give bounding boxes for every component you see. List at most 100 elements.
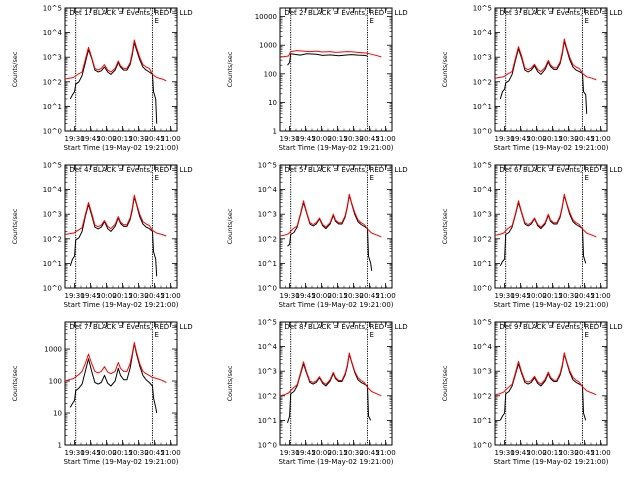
x-axis-label: Start Time (19-May-02 19:21:00): [63, 458, 178, 466]
y-tick-label: 10^4: [43, 186, 63, 194]
plot-frame: [64, 7, 178, 132]
y-tick-label: 100: [49, 378, 62, 386]
y-tick-label: 10^4: [473, 29, 493, 37]
y-tick-label: 10^5: [258, 162, 277, 170]
x-tick-label: 20:15: [113, 449, 133, 457]
y-tick-label: 10^1: [258, 417, 277, 425]
y-tick-label: 10^2: [473, 392, 492, 400]
x-tick-label: 20:30: [559, 449, 579, 457]
x-tick-label: 20:45: [360, 135, 380, 143]
chart-panel: Det 8: BLACK = Events, RED = LLD 10^0 10^1…: [226, 319, 408, 467]
x-tick-label: 20:30: [344, 135, 364, 143]
x-tick-label: 21:00: [591, 449, 611, 457]
events-series-line: [499, 40, 588, 114]
events-series-line: [287, 53, 368, 66]
x-tick-label: 21:00: [161, 292, 181, 300]
x-axis-label: Start Time (19-May-02 19:21:00): [278, 301, 393, 309]
lld-series-line: [64, 39, 167, 82]
x-tick-label: 20:15: [328, 449, 348, 457]
y-tick-label: 10^2: [258, 235, 277, 243]
plot-frame: [494, 321, 608, 446]
x-tick-label: 19:30: [495, 292, 515, 300]
x-tick-label: 20:30: [129, 135, 149, 143]
y-tick-label: 10^4: [473, 186, 493, 194]
x-tick-label: 19:30: [280, 292, 300, 300]
y-tick-label: 10^3: [258, 368, 277, 376]
y-axis-label: Counts/sec: [226, 51, 234, 87]
y-tick-label: 10^1: [473, 103, 492, 111]
y-tick-label: 10^5: [473, 162, 492, 170]
x-tick-label: 20:15: [113, 135, 133, 143]
x-tick-label: 20:45: [145, 292, 165, 300]
y-tick-label: 1000: [259, 42, 277, 50]
x-tick-label: 20:00: [312, 135, 332, 143]
plot-frame: [279, 7, 393, 132]
y-tick-label: 10^1: [43, 260, 62, 268]
y-tick-label: 10^0: [43, 128, 62, 136]
x-axis-label: Start Time (19-May-02 19:21:00): [493, 144, 608, 152]
x-tick-label: 20:15: [328, 135, 348, 143]
x-axis-label: Start Time (19-May-02 19:21:00): [278, 144, 393, 152]
y-tick-label: 10^0: [43, 285, 62, 293]
interval-marker-label: E: [154, 17, 158, 25]
y-tick-label: 10^0: [473, 442, 492, 450]
lld-series-line: [64, 342, 167, 383]
plot-frame: [279, 321, 393, 446]
x-tick-label: 20:45: [360, 292, 380, 300]
x-tick-label: 20:45: [360, 449, 380, 457]
chart-title: Det 3: BLACK = Events, RED = LLD: [499, 9, 622, 17]
x-tick-label: 20:00: [97, 292, 117, 300]
y-tick-label: 10^5: [43, 5, 62, 13]
x-axis-label: Start Time (19-May-02 19:21:00): [63, 144, 178, 152]
y-tick-label: 10^1: [473, 260, 492, 268]
x-axis-label: Start Time (19-May-02 19:21:00): [493, 301, 608, 309]
x-axis-label: Start Time (19-May-02 19:21:00): [278, 458, 393, 466]
x-tick-label: 20:00: [312, 449, 332, 457]
x-tick-label: 19:45: [296, 135, 316, 143]
interval-marker-label: E: [584, 17, 588, 25]
y-tick-label: 10^4: [258, 343, 278, 351]
chart-panel: Det 5: BLACK = Events, RED = LLD 10^0 10^1…: [226, 162, 408, 310]
chart-title: Det 8: BLACK = Events, RED = LLD: [284, 323, 407, 331]
x-tick-label: 19:30: [65, 135, 85, 143]
y-tick-label: 10^2: [473, 235, 492, 243]
chart-title: Det 5: BLACK = Events, RED = LLD: [284, 166, 407, 174]
x-tick-label: 19:30: [495, 449, 515, 457]
x-tick-label: 20:45: [145, 449, 165, 457]
interval-marker-label: E: [584, 174, 588, 182]
lld-series-line: [279, 193, 382, 238]
y-tick-label: 10^0: [258, 285, 277, 293]
y-tick-label: 1: [58, 442, 62, 450]
x-tick-label: 21:00: [376, 292, 396, 300]
chart-title: Det 2: BLACK = Events, RED = LLD: [284, 9, 407, 17]
x-tick-label: 20:30: [129, 449, 149, 457]
interval-marker-label: E: [584, 331, 588, 339]
y-tick-label: 10^5: [473, 5, 492, 13]
x-tick-label: 19:45: [511, 135, 531, 143]
x-tick-label: 20:00: [312, 292, 332, 300]
x-tick-label: 19:30: [495, 135, 515, 143]
plot-frame: [494, 7, 608, 132]
x-tick-label: 19:45: [81, 135, 101, 143]
y-tick-label: 10^2: [258, 392, 277, 400]
lld-series-line: [494, 193, 597, 238]
events-series-line: [69, 196, 158, 277]
y-tick-label: 10^2: [473, 78, 492, 86]
y-tick-label: 10^3: [473, 211, 492, 219]
x-tick-label: 21:00: [591, 292, 611, 300]
x-tick-label: 19:30: [280, 449, 300, 457]
y-tick-label: 10^2: [43, 78, 62, 86]
chart-panel: Det 9: BLACK = Events, RED = LLD 10^0 10^1…: [441, 319, 623, 467]
y-tick-label: 10: [268, 99, 277, 107]
y-tick-label: 10^1: [473, 417, 492, 425]
interval-marker-label: E: [369, 331, 373, 339]
y-tick-label: 10^1: [258, 260, 277, 268]
x-tick-label: 20:45: [575, 449, 595, 457]
events-series-line: [69, 342, 158, 414]
events-series-line: [69, 41, 158, 124]
y-tick-label: 10: [53, 410, 62, 418]
x-tick-label: 20:30: [129, 292, 149, 300]
x-tick-label: 19:45: [81, 449, 101, 457]
y-tick-label: 10^4: [473, 343, 493, 351]
